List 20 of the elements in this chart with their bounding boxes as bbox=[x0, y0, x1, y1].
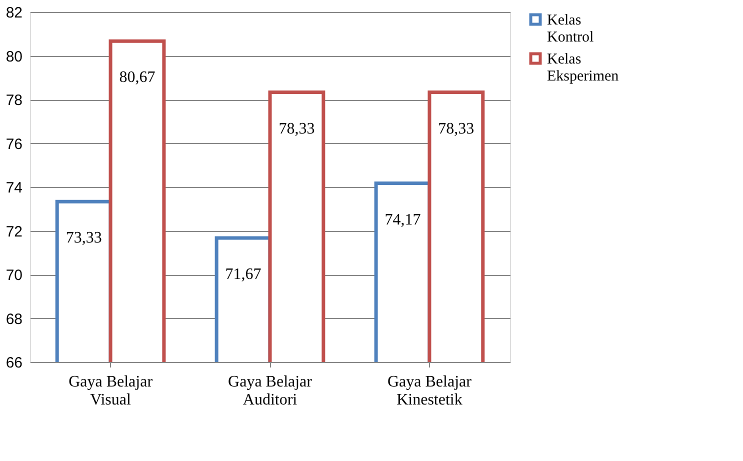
y-tick-label: 80 bbox=[6, 48, 22, 66]
data-label: 74,17 bbox=[384, 211, 421, 228]
y-tick-label: 74 bbox=[6, 180, 22, 196]
x-tick-label: Gaya Belajar Auditori bbox=[228, 374, 313, 408]
data-label: 71,67 bbox=[225, 266, 262, 283]
data-label: 73,33 bbox=[66, 230, 102, 247]
y-tick-label: 68 bbox=[6, 310, 22, 328]
y-tick-label: 76 bbox=[6, 136, 22, 153]
data-label: 80,67 bbox=[119, 69, 156, 86]
x-tick-label: Gaya Belajar Visual bbox=[68, 374, 154, 408]
x-tick-label: Gaya Belajar Kinestetik bbox=[387, 374, 472, 408]
y-tick-label: 66 bbox=[6, 354, 22, 372]
data-label: 78,33 bbox=[278, 120, 315, 138]
legend-label: Kelas Eksperimen bbox=[547, 52, 620, 84]
legend-label: Kelas Kontrol bbox=[547, 12, 594, 46]
y-tick-label: 82 bbox=[6, 4, 22, 22]
y-tick-label: 78 bbox=[6, 92, 22, 109]
data-label: 78,33 bbox=[438, 120, 474, 138]
y-tick-label: 72 bbox=[6, 223, 22, 240]
y-tick-label: 70 bbox=[6, 267, 22, 284]
